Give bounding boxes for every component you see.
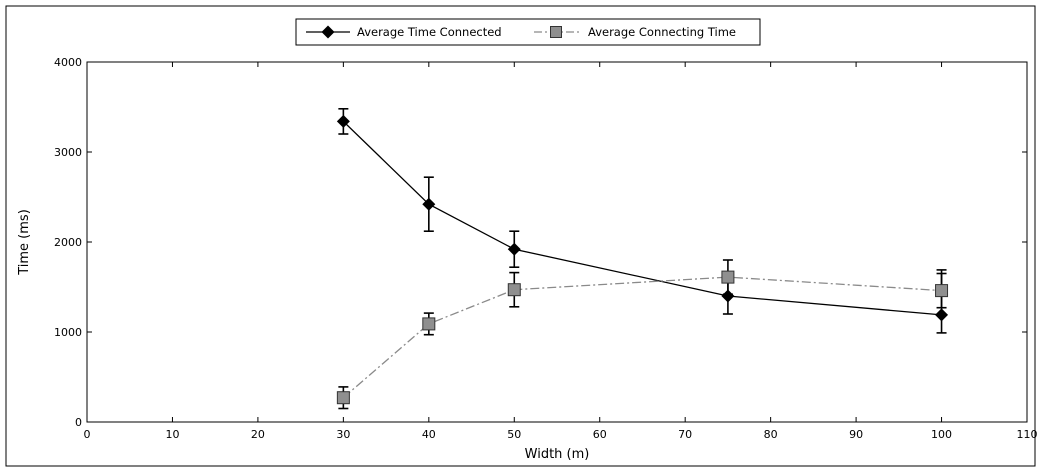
x-tick-label: 80: [764, 428, 778, 441]
plot-frame: [86, 61, 1028, 423]
data-point-time-connected: [935, 308, 949, 322]
legend-diamond-icon: [321, 25, 335, 39]
legend-box: [295, 18, 761, 46]
x-tick-label: 90: [849, 428, 863, 441]
data-point-connecting-time: [721, 270, 735, 284]
y-tick-label: 1000: [54, 326, 82, 339]
data-point-connecting-time: [336, 391, 350, 405]
axes-layer: 0 10 20 30 40 50 60 70 80 90 100 110 0 1000 2000 3000 40…: [54, 56, 1038, 441]
data-point-time-connected: [721, 289, 735, 303]
legend-label-connecting-time: Average Connecting Time: [588, 25, 736, 39]
x-tick-label: 10: [165, 428, 179, 441]
data-point-connecting-time: [935, 284, 949, 298]
y-tick-label: 0: [75, 416, 82, 429]
data-point-connecting-time: [507, 283, 521, 297]
y-axis-label: Time (ms): [17, 209, 32, 276]
data-point-connecting-time: [422, 317, 436, 331]
x-axis-label: Width (m): [525, 447, 590, 462]
x-tick-label: 40: [422, 428, 436, 441]
legend-square-icon: [550, 26, 562, 38]
data-point-time-connected: [507, 242, 521, 256]
x-tick-label: 20: [251, 428, 265, 441]
x-tick-label: 50: [507, 428, 521, 441]
y-tick-label: 2000: [54, 236, 82, 249]
x-tick-label: 100: [931, 428, 952, 441]
data-point-time-connected: [336, 114, 350, 128]
x-tick-label: 60: [593, 428, 607, 441]
x-tick-label: 70: [678, 428, 692, 441]
legend-label-time-connected: Average Time Connected: [357, 25, 502, 39]
series-layer: [336, 108, 949, 410]
x-tick-label: 0: [84, 428, 91, 441]
y-tick-label: 4000: [54, 56, 82, 69]
y-tick-label: 3000: [54, 146, 82, 159]
data-point-time-connected: [422, 197, 436, 211]
legend: Average Time Connected Average Connectin…: [295, 18, 761, 46]
x-tick-label: 30: [336, 428, 350, 441]
x-tick-label: 110: [1017, 428, 1038, 441]
